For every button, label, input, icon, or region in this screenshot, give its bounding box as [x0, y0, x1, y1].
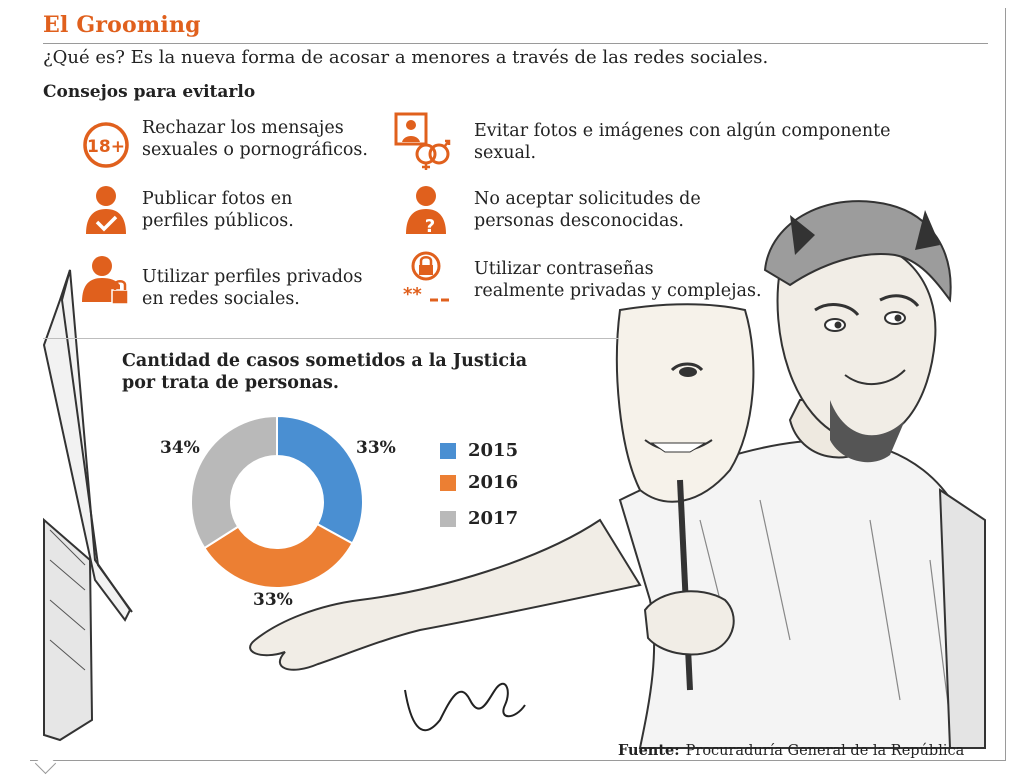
legend-swatch [440, 442, 456, 459]
tip-text: Publicar fotos en perfiles públicos. [142, 189, 294, 231]
tip-text: No aceptar solicitudes de personas desco… [474, 189, 701, 231]
page-title: El Grooming [43, 12, 201, 38]
svg-text:**: ** [403, 284, 422, 305]
legend-swatch [440, 474, 456, 491]
tip-text: Rechazar los mensajes sexuales o pornogr… [142, 118, 368, 160]
tip-text: Utilizar contraseñas realmente privadas … [474, 259, 762, 301]
legend-item-2017: 2017 [440, 508, 518, 529]
slice-label-2016: 33% [253, 590, 293, 610]
infographic-frame [30, 8, 1006, 761]
tip-item-reject-messages: 18+ Rechazar los mensajes sexuales o por… [80, 117, 368, 173]
donut-chart [190, 414, 364, 589]
user-question-icon: ? [406, 186, 446, 237]
slice-label-2015: 33% [356, 438, 396, 458]
tip-item-private-profiles: Utilizar perfiles privados en redes soci… [80, 252, 362, 310]
svg-text:?: ? [425, 216, 435, 237]
tip-item-avoid-photos: Evitar fotos e imágenes con algún compon… [392, 110, 891, 172]
donut-slice-2017 [190, 414, 278, 550]
legend-label: 2016 [468, 472, 519, 493]
adults-only-18-icon: 18+ [83, 122, 129, 168]
donut-slice-2016 [203, 522, 354, 589]
slice-label-2017: 34% [160, 438, 200, 458]
legend-label: 2017 [468, 508, 519, 529]
tip-text: Evitar fotos e imágenes con algún compon… [474, 121, 891, 163]
source-note: Fuente: Procuraduría General de la Repúbl… [618, 742, 964, 759]
donut-slice-2015 [276, 414, 364, 545]
password-lock-icon: ** [403, 251, 449, 305]
chart-divider [43, 338, 619, 339]
title-divider [43, 43, 988, 44]
user-check-icon [86, 186, 126, 234]
source-label: Fuente: [618, 742, 680, 759]
tip-text: Utilizar perfiles privados en redes soci… [142, 267, 363, 309]
intro-text: ¿Qué es? Es la nueva forma de acosar a m… [43, 47, 769, 68]
tips-heading: Consejos para evitarlo [43, 82, 256, 102]
legend-swatch [440, 510, 456, 527]
tip-item-no-strangers: ? No aceptar solicitudes de personas des… [400, 182, 701, 238]
legend-label: 2015 [468, 440, 519, 461]
source-text: Procuraduría General de la República [685, 743, 965, 759]
chart-title: Cantidad de casos sometidos a la Justici… [122, 351, 528, 393]
legend-item-2015: 2015 [440, 440, 518, 461]
user-lock-icon [82, 256, 129, 305]
explicit-photo-icon [394, 112, 451, 170]
tip-item-passwords: ** Utilizar contraseñas realmente privad… [400, 250, 762, 306]
svg-text:18+: 18+ [87, 137, 125, 157]
legend-item-2016: 2016 [440, 472, 518, 493]
tip-item-public-photos: Publicar fotos en perfiles públicos. [80, 182, 294, 238]
